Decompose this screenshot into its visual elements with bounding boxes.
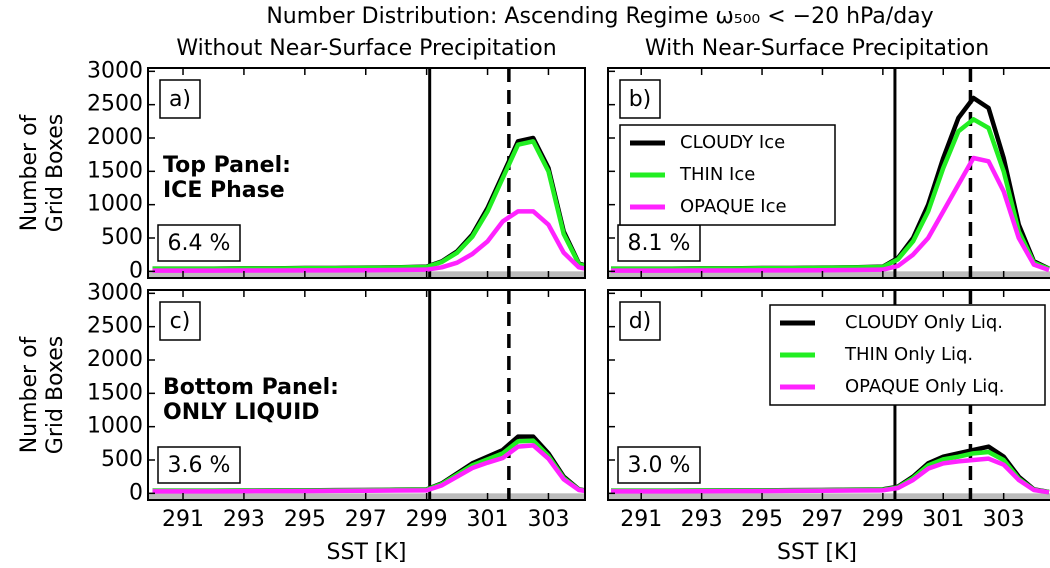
percent-label: 3.6 % bbox=[168, 453, 231, 478]
legend-label: THIN Only Liq. bbox=[844, 344, 973, 365]
x-tick-label: 295 bbox=[284, 507, 326, 532]
panel-label: c) bbox=[170, 309, 191, 334]
x-tick-label: 299 bbox=[862, 507, 904, 532]
x-tick-label: 295 bbox=[741, 507, 783, 532]
x-tick-label: 291 bbox=[620, 507, 662, 532]
y-tick-label: 3000 bbox=[87, 58, 143, 83]
x-tick-label: 293 bbox=[223, 507, 265, 532]
y-tick-label: 1000 bbox=[87, 414, 143, 439]
y-tick-label: 1500 bbox=[87, 158, 143, 183]
annotation: Bottom Panel: bbox=[163, 375, 339, 400]
series-line bbox=[611, 456, 1050, 495]
y-tick-label: 500 bbox=[101, 447, 143, 472]
y-tick-label: 0 bbox=[129, 258, 143, 283]
y-tick-label: 0 bbox=[129, 480, 143, 505]
percent-label: 6.4 % bbox=[168, 231, 231, 256]
y-axis-label: Number of bbox=[17, 113, 42, 231]
series-line bbox=[152, 443, 585, 494]
annotation: Top Panel: bbox=[163, 153, 291, 178]
y-axis-label: Grid Boxes bbox=[43, 336, 68, 454]
x-tick-label: 299 bbox=[406, 507, 448, 532]
plot-area bbox=[148, 68, 585, 278]
percent-box bbox=[617, 224, 701, 262]
percent-box bbox=[617, 446, 701, 484]
series-line bbox=[152, 209, 585, 273]
y-tick-label: 2500 bbox=[87, 92, 143, 117]
percent-label: 8.1 % bbox=[628, 231, 691, 256]
legend-label: OPAQUE Only Liq. bbox=[845, 376, 1004, 397]
y-tick-label: 1500 bbox=[87, 380, 143, 405]
x-tick-label: 297 bbox=[801, 507, 843, 532]
x-axis-label: SST [K] bbox=[327, 540, 407, 565]
y-tick-label: 500 bbox=[101, 225, 143, 250]
x-tick-label: 297 bbox=[345, 507, 387, 532]
y-axis-label: Number of bbox=[17, 335, 42, 453]
legend-box bbox=[769, 304, 1046, 406]
plot-area bbox=[148, 290, 585, 500]
legend-label: CLOUDY Only Liq. bbox=[845, 312, 1003, 333]
panel-label-box bbox=[159, 301, 201, 341]
x-tick-label: 303 bbox=[527, 507, 569, 532]
annotation: ICE Phase bbox=[163, 178, 285, 203]
x-tick-label: 301 bbox=[922, 507, 964, 532]
subtitle: Without Near-Surface Precipitation bbox=[176, 36, 556, 61]
zero-band bbox=[148, 493, 585, 500]
zero-band bbox=[608, 271, 1050, 278]
series-line bbox=[611, 155, 1050, 273]
plot-area bbox=[608, 68, 1050, 278]
frame bbox=[147, 67, 586, 279]
percent-label: 3.0 % bbox=[628, 453, 691, 478]
x-tick-label: 301 bbox=[467, 507, 509, 532]
y-tick-label: 2000 bbox=[87, 347, 143, 372]
legend-label: OPAQUE Ice bbox=[680, 196, 787, 217]
y-tick-label: 1000 bbox=[87, 192, 143, 217]
y-tick-label: 2000 bbox=[87, 125, 143, 150]
panel-label-box bbox=[159, 79, 201, 119]
annotation: ONLY LIQUID bbox=[163, 400, 320, 425]
x-tick-label: 303 bbox=[983, 507, 1025, 532]
x-tick-label: 291 bbox=[162, 507, 204, 532]
panel-label: d) bbox=[629, 309, 652, 334]
x-axis-label: SST [K] bbox=[777, 540, 857, 565]
chart-title: Number Distribution: Ascending Regime ω₅… bbox=[266, 4, 933, 29]
frame bbox=[607, 289, 1050, 501]
frame bbox=[607, 67, 1050, 279]
y-tick-label: 2500 bbox=[87, 314, 143, 339]
panel-label-box bbox=[619, 79, 661, 119]
frame bbox=[147, 289, 586, 501]
y-tick-label: 3000 bbox=[87, 280, 143, 305]
legend-label: THIN Ice bbox=[679, 164, 755, 185]
subtitle: With Near-Surface Precipitation bbox=[645, 36, 989, 61]
panel-label-box bbox=[619, 301, 661, 341]
y-axis-label: Grid Boxes bbox=[43, 114, 68, 232]
panel-label: b) bbox=[629, 87, 652, 112]
panel-label: a) bbox=[169, 87, 191, 112]
zero-band bbox=[608, 493, 1050, 500]
percent-box bbox=[157, 446, 241, 484]
x-tick-label: 293 bbox=[681, 507, 723, 532]
zero-band bbox=[148, 271, 585, 278]
legend-label: CLOUDY Ice bbox=[680, 132, 785, 153]
percent-box bbox=[157, 224, 241, 262]
